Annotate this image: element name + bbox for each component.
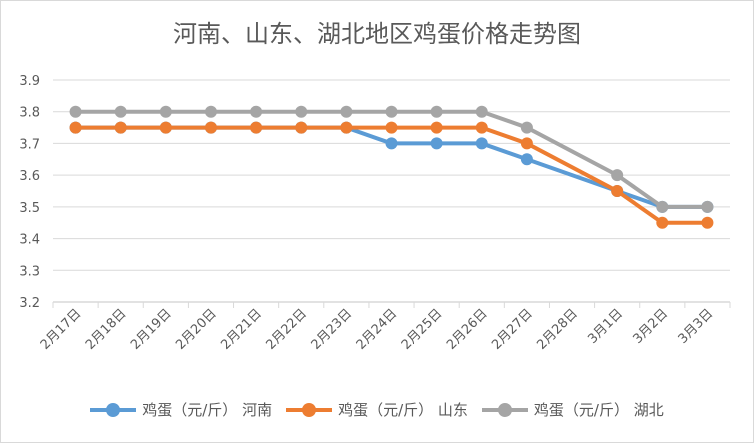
x-tick-label: 2月22日 bbox=[264, 306, 311, 353]
legend-item: 鸡蛋（元/斤） 山东 bbox=[286, 399, 468, 420]
x-tick-label: 3月2日 bbox=[630, 306, 671, 347]
data-point-2 bbox=[520, 121, 533, 134]
data-point-0 bbox=[430, 137, 443, 150]
y-tick-label: 3.3 bbox=[19, 264, 40, 279]
x-tick-label: 2月27日 bbox=[489, 306, 536, 353]
chart-title: 河南、山东、湖北地区鸡蛋价格走势图 bbox=[173, 20, 581, 48]
data-point-2 bbox=[114, 105, 127, 118]
y-tick-label: 3.6 bbox=[19, 169, 40, 184]
data-point-1 bbox=[701, 216, 714, 229]
x-tick-label: 2月17日 bbox=[38, 306, 85, 353]
data-point-0 bbox=[385, 137, 398, 150]
data-point-1 bbox=[114, 121, 127, 134]
legend-swatch bbox=[286, 402, 333, 417]
y-tick-label: 3.4 bbox=[19, 233, 40, 248]
data-point-2 bbox=[430, 105, 443, 118]
x-tick-label: 2月19日 bbox=[128, 306, 175, 353]
series-line-2 bbox=[75, 109, 708, 209]
data-point-1 bbox=[204, 121, 217, 134]
data-point-1 bbox=[520, 137, 533, 150]
x-tick-label: 3月1日 bbox=[585, 306, 626, 347]
y-tick-label: 3.8 bbox=[19, 106, 40, 121]
y-tick-label: 3.7 bbox=[19, 137, 40, 152]
data-point-2 bbox=[159, 105, 172, 118]
x-tick-label: 2月18日 bbox=[83, 306, 130, 353]
data-point-2 bbox=[611, 169, 624, 182]
legend-label: 鸡蛋（元/斤） 河南 bbox=[142, 401, 273, 419]
y-tick-label: 3.9 bbox=[19, 74, 40, 89]
x-tick-label: 2月24日 bbox=[354, 306, 401, 353]
data-point-2 bbox=[69, 105, 82, 118]
x-tick-label: 2月23日 bbox=[309, 306, 356, 353]
data-point-2 bbox=[385, 105, 398, 118]
data-point-1 bbox=[69, 121, 82, 134]
data-point-2 bbox=[701, 200, 714, 213]
legend-swatch bbox=[481, 402, 528, 417]
legend-swatch bbox=[90, 402, 137, 417]
data-point-1 bbox=[340, 121, 353, 134]
x-tick-label: 2月26日 bbox=[444, 306, 491, 353]
data-point-1 bbox=[611, 185, 624, 197]
data-point-1 bbox=[385, 121, 398, 134]
data-point-2 bbox=[204, 105, 217, 118]
data-point-1 bbox=[250, 121, 263, 134]
data-point-2 bbox=[475, 105, 488, 118]
legend: 鸡蛋（元/斤） 河南 鸡蛋（元/斤） 山东 鸡蛋（元/斤） 湖北 bbox=[0, 399, 754, 420]
data-point-1 bbox=[295, 121, 308, 134]
legend-item: 鸡蛋（元/斤） 河南 bbox=[90, 399, 272, 420]
x-tick-label: 3月3日 bbox=[676, 306, 717, 347]
x-tick-label: 2月20日 bbox=[173, 306, 220, 353]
legend-label: 鸡蛋（元/斤） 山东 bbox=[338, 401, 468, 419]
y-tick-label: 3.2 bbox=[19, 296, 40, 311]
x-tick-label: 2月25日 bbox=[399, 306, 446, 353]
data-point-1 bbox=[430, 121, 443, 134]
data-point-2 bbox=[656, 200, 669, 213]
data-point-2 bbox=[295, 105, 308, 118]
legend-label: 鸡蛋（元/斤） 湖北 bbox=[533, 401, 664, 419]
data-point-2 bbox=[250, 105, 263, 118]
y-tick-label: 3.5 bbox=[19, 201, 40, 216]
data-point-1 bbox=[656, 216, 669, 229]
x-tick-label: 2月21日 bbox=[218, 306, 265, 353]
legend-item: 鸡蛋（元/斤） 湖北 bbox=[481, 399, 664, 420]
x-tick-label: 2月28日 bbox=[534, 306, 581, 353]
data-point-0 bbox=[520, 153, 533, 166]
data-point-1 bbox=[475, 121, 488, 134]
data-point-0 bbox=[475, 137, 488, 150]
series-line-1 bbox=[75, 125, 708, 225]
data-point-2 bbox=[340, 105, 353, 118]
data-point-1 bbox=[159, 121, 172, 134]
